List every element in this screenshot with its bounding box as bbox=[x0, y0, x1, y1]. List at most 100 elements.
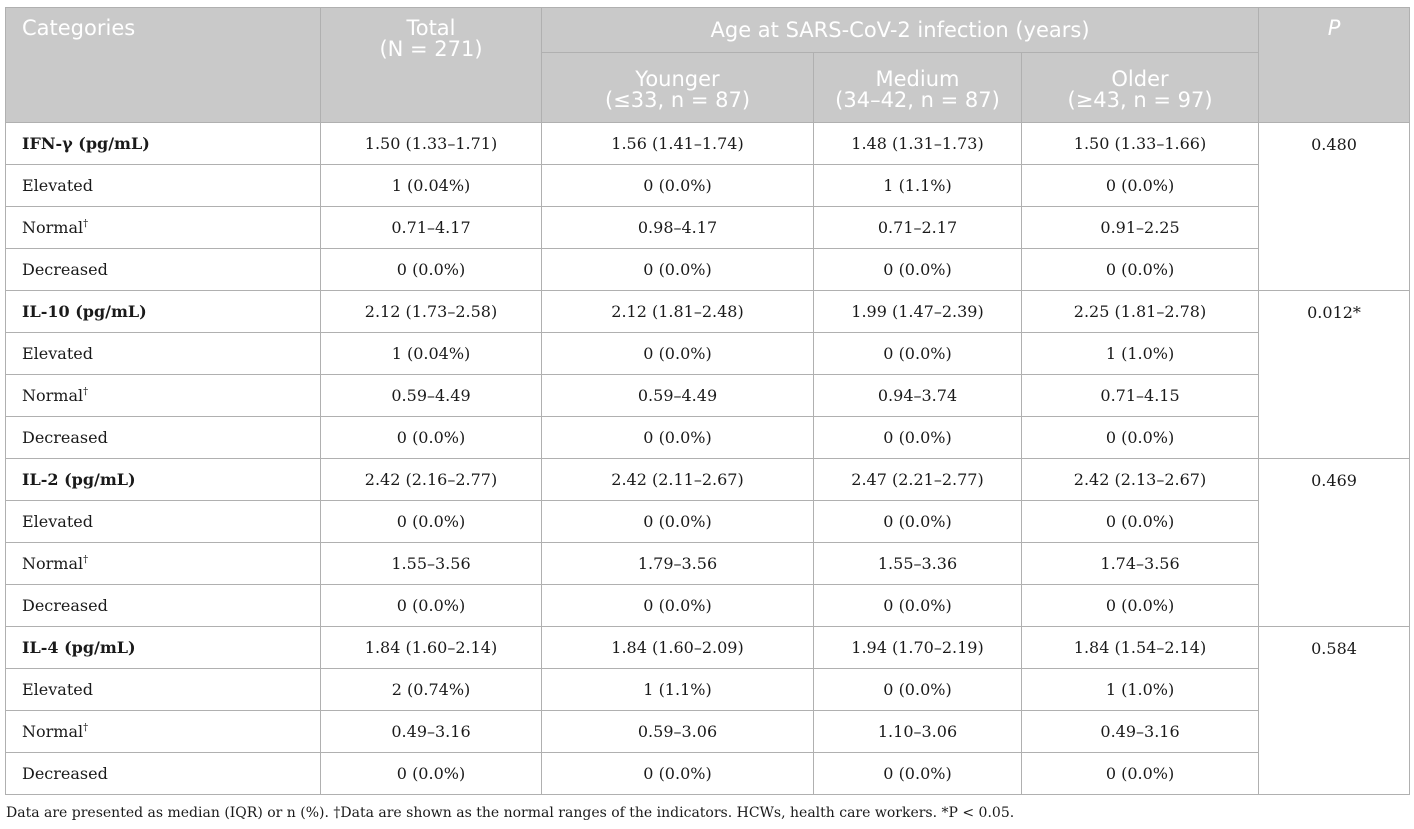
cytokine-label: IL-2 (pg/mL) bbox=[5, 458, 321, 501]
table-row: Normal† 0.59–4.49 0.59–4.49 0.94–3.74 0.71–4… bbox=[5, 374, 1410, 417]
value-cell: 1.84 (1.60–2.09) bbox=[541, 626, 814, 669]
p-value-cell: 0.469 bbox=[1258, 458, 1411, 627]
category-label: Elevated bbox=[22, 176, 93, 195]
header-medium: Medium (34–42, n = 87) bbox=[813, 52, 1022, 123]
value-cell: 2 (0.74%) bbox=[320, 668, 542, 711]
value-cell: 1 (1.0%) bbox=[1020, 668, 1260, 711]
value-cell: 0.71–4.17 bbox=[320, 206, 542, 249]
value-cell: 1.56 (1.41–1.74) bbox=[541, 122, 814, 165]
header-group-label: Older bbox=[1111, 66, 1169, 91]
value-cell: 0 (0.0%) bbox=[541, 752, 814, 795]
value-cell: 2.42 (2.13–2.67) bbox=[1020, 458, 1260, 501]
category-cell: Decreased bbox=[5, 584, 321, 627]
header-group-range: (≤33, n = 87) bbox=[604, 87, 751, 112]
value-cell: 2.25 (1.81–2.78) bbox=[1020, 290, 1260, 333]
category-label: Normal bbox=[22, 554, 84, 573]
category-cell: Elevated bbox=[5, 668, 321, 711]
category-label: Decreased bbox=[22, 428, 108, 447]
value-cell: 0.59–3.06 bbox=[541, 710, 814, 753]
table-row: IL-10 (pg/mL) 2.12 (1.73–2.58) 2.12 (1.81–… bbox=[5, 290, 1411, 459]
value-cell: 2.47 (2.21–2.77) bbox=[813, 458, 1022, 501]
cytokine-label: IL-4 (pg/mL) bbox=[5, 626, 321, 669]
value-cell: 0 (0.0%) bbox=[320, 500, 542, 543]
value-cell: 1 (1.1%) bbox=[541, 668, 814, 711]
header-group-label: Medium bbox=[875, 66, 960, 91]
category-cell: Normal† bbox=[5, 206, 321, 249]
value-cell: 0 (0.0%) bbox=[541, 332, 814, 375]
value-cell: 0 (0.0%) bbox=[320, 752, 542, 795]
value-cell: 0 (0.0%) bbox=[1020, 248, 1260, 291]
table-row: Normal† 0.71–4.17 0.98–4.17 0.71–2.17 0.91–2… bbox=[5, 206, 1410, 249]
dagger-marker: † bbox=[83, 386, 89, 398]
cytokine-label: IL-10 (pg/mL) bbox=[5, 290, 321, 333]
category-cell: Elevated bbox=[5, 500, 321, 543]
value-cell: 0 (0.0%) bbox=[320, 584, 542, 627]
value-cell: 1.94 (1.70–2.19) bbox=[813, 626, 1022, 669]
category-cell: Decreased bbox=[5, 752, 321, 795]
value-cell: 0 (0.0%) bbox=[1020, 752, 1260, 795]
value-cell: 1.84 (1.54–2.14) bbox=[1020, 626, 1260, 669]
value-cell: 0 (0.0%) bbox=[320, 248, 542, 291]
dagger-marker: † bbox=[83, 722, 89, 734]
value-cell: 0 (0.0%) bbox=[1020, 584, 1260, 627]
table-row: IL-4 (pg/mL) 1.84 (1.60–2.14) 1.84 (1.60–2… bbox=[5, 626, 1411, 795]
value-cell: 1.84 (1.60–2.14) bbox=[320, 626, 542, 669]
value-cell: 0 (0.0%) bbox=[813, 500, 1022, 543]
header-older: Older (≥43, n = 97) bbox=[1020, 52, 1260, 123]
category-label: Decreased bbox=[22, 260, 108, 279]
table-row: Normal† 0.49–3.16 0.59–3.06 1.10–3.06 0.49–3… bbox=[5, 710, 1410, 753]
category-label: Normal bbox=[22, 386, 84, 405]
value-cell: 0 (0.0%) bbox=[1020, 500, 1260, 543]
p-value-cell: 0.012* bbox=[1258, 290, 1411, 459]
value-cell: 1 (1.0%) bbox=[1020, 332, 1260, 375]
value-cell: 0.91–2.25 bbox=[1020, 206, 1260, 249]
value-cell: 0.94–3.74 bbox=[813, 374, 1022, 417]
header-categories: Categories bbox=[5, 7, 321, 123]
value-cell: 1.10–3.06 bbox=[813, 710, 1022, 753]
value-cell: 0 (0.0%) bbox=[541, 416, 814, 459]
category-label: Decreased bbox=[22, 596, 108, 615]
table-row: Normal† 1.55–3.56 1.79–3.56 1.55–3.36 1.74–3… bbox=[5, 542, 1410, 585]
category-cell: Elevated bbox=[5, 164, 321, 207]
value-cell: 0.49–3.16 bbox=[1020, 710, 1260, 753]
value-cell: 2.12 (1.73–2.58) bbox=[320, 290, 542, 333]
header-total-label: Total bbox=[406, 16, 456, 40]
value-cell: 1.55–3.36 bbox=[813, 542, 1022, 585]
value-cell: 0.98–4.17 bbox=[541, 206, 814, 249]
value-cell: 1.50 (1.33–1.71) bbox=[320, 122, 542, 165]
table-row: Elevated 1 (0.04%) 0 (0.0%) 1 (1.1%) 0 (0.0%… bbox=[5, 164, 1410, 207]
value-cell: 0 (0.0%) bbox=[813, 668, 1022, 711]
value-cell: 0 (0.0%) bbox=[813, 332, 1022, 375]
value-cell: 0 (0.0%) bbox=[541, 500, 814, 543]
value-cell: 1 (0.04%) bbox=[320, 332, 542, 375]
value-cell: 0.59–4.49 bbox=[541, 374, 814, 417]
header-age-group: Age at SARS-CoV-2 infection (years) bbox=[540, 7, 1260, 53]
cytokine-label: IFN-γ (pg/mL) bbox=[5, 122, 321, 165]
value-cell: 0 (0.0%) bbox=[541, 164, 814, 207]
value-cell: 1.79–3.56 bbox=[541, 542, 814, 585]
category-label: Decreased bbox=[22, 764, 108, 783]
table-row: Decreased 0 (0.0%) 0 (0.0%) 0 (0.0%) 0 (0.0%… bbox=[5, 752, 1410, 795]
value-cell: 0 (0.0%) bbox=[1020, 164, 1260, 207]
header-younger: Younger (≤33, n = 87) bbox=[541, 52, 814, 123]
header-group-range: (≥43, n = 97) bbox=[1067, 87, 1213, 112]
table-footnote: Data are presented as median (IQR) or n … bbox=[6, 805, 1015, 821]
table-row: Elevated 1 (0.04%) 0 (0.0%) 0 (0.0%) 1 (1.0%… bbox=[5, 332, 1410, 375]
value-cell: 1.55–3.56 bbox=[320, 542, 542, 585]
table-row: IL-2 (pg/mL) 2.42 (2.16–2.77) 2.42 (2.11–2… bbox=[5, 458, 1411, 627]
value-cell: 0.71–2.17 bbox=[813, 206, 1022, 249]
category-cell: Decreased bbox=[5, 416, 321, 459]
value-cell: 1.99 (1.47–2.39) bbox=[813, 290, 1022, 333]
p-value-cell: 0.480 bbox=[1258, 122, 1411, 291]
value-cell: 1 (0.04%) bbox=[320, 164, 542, 207]
value-cell: 1.50 (1.33–1.66) bbox=[1020, 122, 1260, 165]
value-cell: 0 (0.0%) bbox=[541, 584, 814, 627]
category-cell: Normal† bbox=[5, 710, 321, 753]
value-cell: 2.42 (2.16–2.77) bbox=[320, 458, 542, 501]
value-cell: 0 (0.0%) bbox=[813, 416, 1022, 459]
value-cell: 0 (0.0%) bbox=[541, 248, 814, 291]
value-cell: 1 (1.1%) bbox=[813, 164, 1022, 207]
value-cell: 0.59–4.49 bbox=[320, 374, 542, 417]
header-group-label: Younger bbox=[635, 66, 720, 91]
header-total-n: (N = 271) bbox=[379, 37, 483, 61]
